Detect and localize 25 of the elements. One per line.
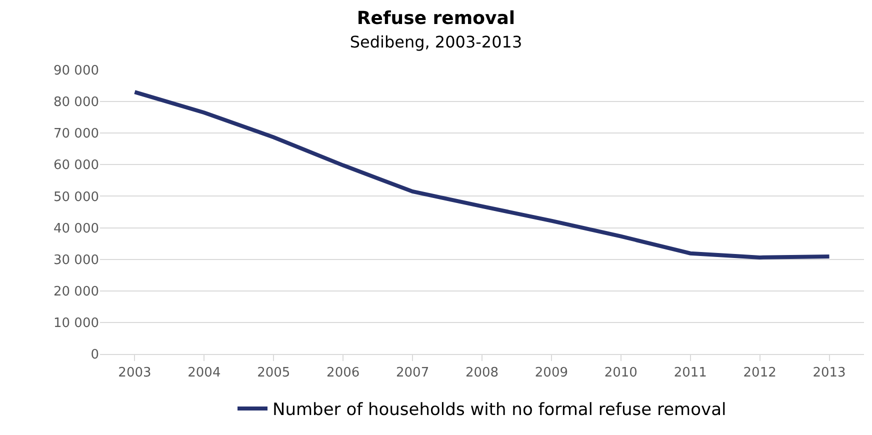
- legend-label: Number of households with no formal refuse removal: [272, 400, 726, 420]
- y-tick-label: 60 000: [54, 158, 99, 174]
- line-series: [132, 90, 832, 260]
- y-tick-label: 30 000: [54, 252, 99, 268]
- x-tick-label: 2012: [743, 366, 776, 381]
- x-tick-label: 2003: [118, 366, 152, 381]
- y-tick-label: 0: [90, 348, 99, 363]
- x-tick-label: 2007: [396, 366, 430, 381]
- x-tick-label: 2005: [257, 366, 290, 381]
- x-tick-label: 2004: [188, 366, 221, 381]
- y-tick-label: 80 000: [54, 95, 99, 110]
- y-tick-label: 50 000: [54, 190, 99, 205]
- x-tick-label: 2009: [534, 366, 568, 381]
- y-tick-label: 20 000: [54, 284, 99, 300]
- y-tick-label: 10 000: [54, 316, 99, 331]
- y-tick-label: 90 000: [54, 64, 99, 79]
- x-tick-label: 2010: [604, 366, 638, 381]
- x-tick-label: 2006: [326, 366, 360, 381]
- x-tick-label: 2008: [465, 366, 499, 381]
- chart-subtitle: Sedibeng, 2003-2013: [350, 32, 522, 52]
- chart-title: Refuse removal: [356, 8, 516, 29]
- y-tick-label: 70 000: [54, 126, 99, 142]
- x-tick-label: 2013: [812, 366, 846, 381]
- y-tick-label: 40 000: [54, 221, 99, 236]
- x-tick-label: 2011: [674, 366, 707, 381]
